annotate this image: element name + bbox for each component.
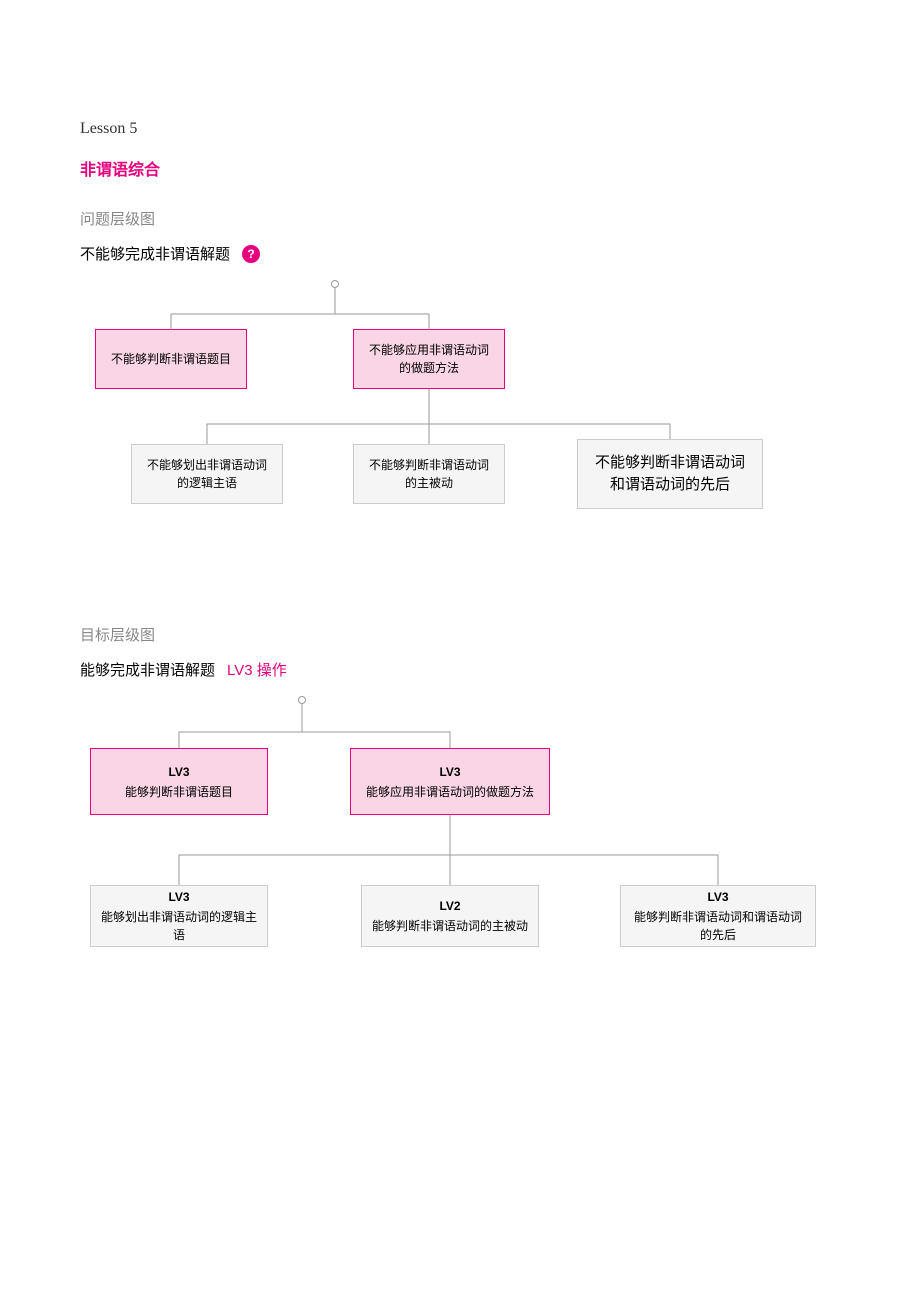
problem-hierarchy-tree: 不能够判断非谓语题目 不能够应用非谓语动词的做题方法不能够划出非谓语动词的逻辑主语… bbox=[80, 274, 840, 544]
tree-node: 不能够应用非谓语动词的做题方法 bbox=[353, 329, 505, 389]
section-label-problem: 问题层级图 bbox=[80, 208, 840, 229]
tree-node: LV3 能够判断非谓语动词和谓语动词的先后 bbox=[620, 885, 816, 947]
tree-root-dot bbox=[331, 280, 339, 288]
lv-badge: LV3 操作 bbox=[227, 659, 287, 680]
lesson-title: 非谓语综合 bbox=[80, 156, 840, 180]
tree-node: 不能够判断非谓语动词和谓语动词的先后 bbox=[577, 439, 763, 509]
tree-root-dot bbox=[298, 696, 306, 704]
node-text: 能够划出非谓语动词的逻辑主语 bbox=[101, 908, 257, 944]
tree-node: 不能够划出非谓语动词的逻辑主语 bbox=[131, 444, 283, 504]
node-text: 能够判断非谓语动词和谓语动词的先后 bbox=[631, 908, 805, 944]
node-level-label: LV3 bbox=[707, 888, 728, 906]
goal-hierarchy-tree: LV3 能够判断非谓语题目 LV3 能够应用非谓语动词的做题方法 LV3 能够划出非谓语动… bbox=[80, 690, 850, 990]
node-level-label: LV3 bbox=[168, 888, 189, 906]
tree-node: 不能够判断非谓语题目 bbox=[95, 329, 247, 389]
tree-node: LV3 能够判断非谓语题目 bbox=[90, 748, 268, 815]
diagram2-main-label: 能够完成非谓语解题 bbox=[80, 659, 215, 680]
diagram1-main-label: 不能够完成非谓语解题 bbox=[80, 243, 230, 264]
section-label-goal: 目标层级图 bbox=[80, 624, 840, 645]
node-text: 不能够判断非谓语动词和谓语动词的先后 bbox=[588, 452, 752, 497]
node-text: 能够应用非谓语动词的做题方法 bbox=[366, 783, 534, 801]
node-text: 能够判断非谓语动词的主被动 bbox=[372, 917, 528, 935]
tree-node: LV3 能够应用非谓语动词的做题方法 bbox=[350, 748, 550, 815]
lesson-number: Lesson 5 bbox=[80, 120, 840, 138]
tree-node: LV2 能够判断非谓语动词的主被动 bbox=[361, 885, 539, 947]
node-text: 能够判断非谓语题目 bbox=[125, 783, 233, 801]
node-text: 不能够划出非谓语动词的逻辑主语 bbox=[142, 456, 272, 492]
tree-node: 不能够判断非谓语动词的主被动 bbox=[353, 444, 505, 504]
node-text: 不能够判断非谓语题目 bbox=[111, 350, 231, 368]
node-level-label: LV2 bbox=[439, 897, 460, 915]
node-level-label: LV3 bbox=[168, 763, 189, 781]
node-level-label: LV3 bbox=[439, 763, 460, 781]
node-text: 不能够应用非谓语动词的做题方法 bbox=[364, 341, 494, 377]
help-icon[interactable]: ? bbox=[242, 245, 260, 263]
tree-node: LV3 能够划出非谓语动词的逻辑主语 bbox=[90, 885, 268, 947]
node-text: 不能够判断非谓语动词的主被动 bbox=[364, 456, 494, 492]
